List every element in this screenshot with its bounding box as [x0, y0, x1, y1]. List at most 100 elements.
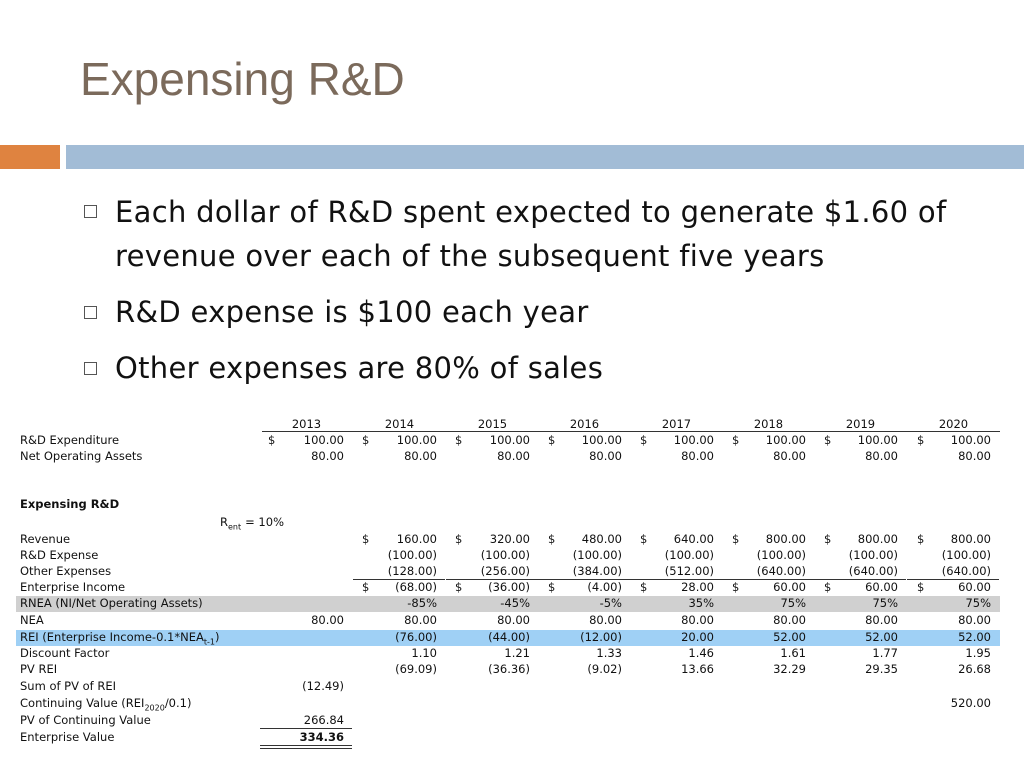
row-label-text: Revenue [20, 532, 71, 546]
row-label: R&D Expenditure [20, 433, 119, 448]
cell: 80.00 [958, 449, 991, 463]
currency: $ [640, 580, 648, 594]
row-label: NEA [20, 613, 44, 628]
cell: (256.00) [480, 564, 530, 578]
cell: 1.77 [872, 646, 898, 660]
cell: (128.00) [387, 564, 437, 578]
currency: $ [824, 580, 832, 594]
cell: 334.36 [299, 730, 344, 744]
year-header: 2013 [291, 417, 322, 431]
currency: $ [732, 433, 740, 447]
row-label-text: Enterprise Income [20, 580, 126, 594]
currency: $ [732, 532, 740, 546]
row-label-text: RNEA (NI/Net Operating Assets) [20, 596, 203, 610]
currency: $ [917, 580, 925, 594]
cell: 29.35 [865, 662, 898, 676]
rent-subscript: ent [228, 522, 242, 532]
cell-rule [353, 579, 445, 580]
cell: (100.00) [387, 548, 437, 562]
cell: 80.00 [404, 613, 437, 627]
row-label: R&D Expense [20, 548, 98, 563]
cell: 80.00 [497, 449, 530, 463]
currency: $ [362, 580, 370, 594]
bullet-marker [84, 205, 97, 218]
cell-rule [630, 579, 722, 580]
cell: 266.84 [303, 713, 344, 727]
cell: 26.68 [958, 662, 991, 676]
cell: 80.00 [681, 449, 714, 463]
cell: (640.00) [848, 564, 898, 578]
cell-rule [814, 579, 906, 580]
cell: 52.00 [958, 630, 991, 644]
currency: $ [917, 532, 925, 546]
cell: 1.21 [504, 646, 530, 660]
currency: $ [548, 433, 556, 447]
currency: $ [732, 580, 740, 594]
currency: $ [640, 532, 648, 546]
cell: 80.00 [865, 613, 898, 627]
cell: 520.00 [950, 696, 991, 710]
bullet-text: Other expenses are 80% of sales [115, 351, 604, 385]
currency: $ [362, 532, 370, 546]
cell: (100.00) [848, 548, 898, 562]
cell: 640.00 [673, 532, 714, 546]
row-band [16, 596, 1000, 612]
currency: $ [824, 433, 832, 447]
bullet-text: R&D expense is $100 each year [115, 295, 589, 329]
header-rule [262, 431, 1000, 432]
cell: (640.00) [941, 564, 991, 578]
year-header: 2017 [661, 417, 692, 431]
cell: 80.00 [773, 449, 806, 463]
cell: 100.00 [303, 433, 344, 447]
year-header: 2019 [845, 417, 876, 431]
cell: 800.00 [857, 532, 898, 546]
cell: (9.02) [587, 662, 622, 676]
cell: 100.00 [396, 433, 437, 447]
row-label: Net Operating Assets [20, 449, 142, 464]
row-label: REI (Enterprise Income-0.1*NEAt-1) [20, 630, 219, 649]
cell: 60.00 [865, 580, 898, 594]
cell: 1.46 [688, 646, 714, 660]
currency: $ [455, 580, 463, 594]
row-label-text: R&D Expense [20, 548, 99, 562]
cell: 75% [872, 596, 898, 610]
cell: (12.49) [302, 679, 344, 693]
cell: 80.00 [497, 613, 530, 627]
rent-note: Rent = 10% [220, 515, 284, 534]
row-label-text: Sum of PV of REI [20, 679, 117, 693]
accent-bar [0, 145, 60, 169]
cell: (100.00) [572, 548, 622, 562]
currency: $ [640, 433, 648, 447]
row-band [16, 630, 1000, 646]
row-label-text: PV of Continuing Value [20, 713, 151, 727]
row-label-text: /0.1) [164, 696, 192, 710]
row-label-text: Continuing Value (REI [20, 696, 145, 710]
slide-title: Expensing R&D [80, 53, 405, 105]
cell: (12.00) [580, 630, 622, 644]
year-header: 2014 [384, 417, 415, 431]
row-label: Revenue [20, 532, 70, 547]
cell: (36.36) [488, 662, 530, 676]
cell: (44.00) [488, 630, 530, 644]
cell: 80.00 [958, 613, 991, 627]
currency: $ [548, 580, 556, 594]
row-label-text: Expensing R&D [20, 497, 120, 511]
row-label: Expensing R&D [20, 497, 119, 512]
cell: (36.00) [488, 580, 530, 594]
bullet-marker [84, 306, 97, 319]
row-label-text: Net Operating Assets [20, 449, 143, 463]
row-label-text: REI (Enterprise Income-0.1*NEA [20, 630, 204, 644]
cell-rule [722, 579, 814, 580]
year-header: 2015 [477, 417, 508, 431]
cell-rule [446, 579, 538, 580]
cell: 32.29 [773, 662, 806, 676]
year-header: 2016 [569, 417, 600, 431]
cell: 80.00 [311, 449, 344, 463]
cell: (68.00) [395, 580, 437, 594]
cell: 75% [780, 596, 806, 610]
cell: 100.00 [489, 433, 530, 447]
row-label: Continuing Value (REI2020/0.1) [20, 696, 191, 715]
currency: $ [455, 433, 463, 447]
row-label: RNEA (NI/Net Operating Assets) [20, 596, 203, 611]
